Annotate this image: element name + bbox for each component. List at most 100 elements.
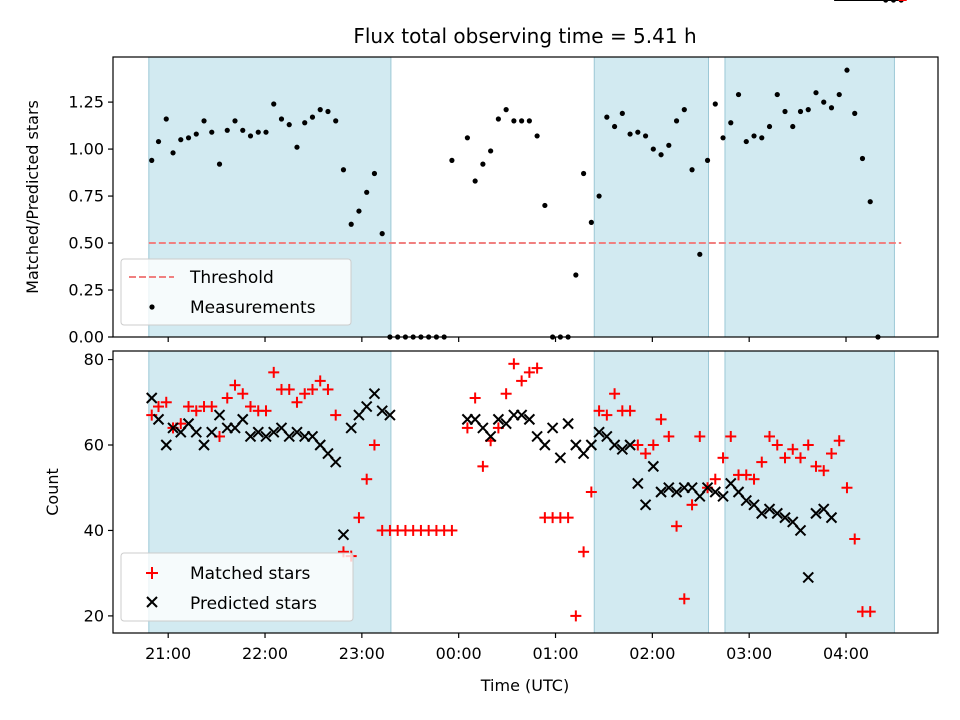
predicted-star-point <box>146 392 158 404</box>
predicted-star-point <box>647 460 660 473</box>
measurement-point <box>821 99 827 105</box>
legend-measurements-label: Measurements <box>190 298 316 318</box>
predicted-star-point <box>260 430 272 443</box>
measurement-points <box>149 0 904 340</box>
predicted-star-point <box>492 413 505 426</box>
matched-star-point <box>825 448 837 460</box>
measurement-point <box>813 90 819 96</box>
matched-star-point <box>461 422 473 434</box>
legend-matched-label: Matched stars <box>190 564 310 584</box>
measurement-point <box>155 138 162 145</box>
matched-star-point <box>678 593 690 605</box>
measurement-point <box>867 199 873 205</box>
matched-star-point <box>469 392 481 404</box>
measurement-point <box>666 142 672 148</box>
predicted-star-point <box>384 409 396 421</box>
matched-star-point <box>314 375 326 387</box>
measurement-point <box>728 120 734 126</box>
matched-star-point <box>818 465 830 477</box>
predicted-star-point <box>330 456 342 468</box>
matched-star-point <box>268 366 280 378</box>
measurement-point <box>782 108 788 115</box>
predicted-star-point <box>802 571 814 584</box>
predicted-star-point <box>616 443 629 455</box>
predicted-star-point <box>152 413 165 426</box>
predicted-star-point <box>709 486 721 498</box>
matched-star-point <box>229 379 241 391</box>
measurement-point <box>797 108 804 115</box>
predicted-star-point <box>523 413 536 426</box>
matched-star-point <box>508 358 520 370</box>
measurement-point <box>472 178 478 184</box>
measurement-point <box>163 116 169 122</box>
y-tick-label: 0.00 <box>68 328 104 347</box>
matched-star-point <box>206 401 218 413</box>
predicted-star-point <box>360 400 373 413</box>
measurement-point <box>302 120 308 126</box>
x-tick-label: 22:00 <box>242 644 288 663</box>
measurement-point <box>844 67 850 73</box>
legend-matched-swatch <box>146 567 158 579</box>
predicted-star-point <box>554 452 567 464</box>
matched-star-point <box>663 430 675 442</box>
measurement-point <box>689 167 695 173</box>
predicted-star-point <box>539 439 551 451</box>
matched-star-point <box>864 606 876 618</box>
matched-star-point <box>756 456 768 468</box>
matched-star-point <box>516 375 528 387</box>
measurement-point <box>650 146 656 152</box>
measurement-point <box>340 167 347 173</box>
measurement-point <box>317 107 323 113</box>
predicted-star-point <box>190 426 202 438</box>
measurement-point <box>619 110 625 116</box>
predicted-star-point <box>237 413 249 426</box>
measurement-point <box>271 101 277 107</box>
measurement-point <box>511 118 517 124</box>
measurement-point <box>294 144 300 150</box>
predicted-star-point <box>283 430 295 443</box>
predicted-star-point <box>345 422 357 434</box>
predicted-star-point <box>160 439 172 451</box>
matched-star-point <box>764 430 776 442</box>
measurement-point <box>596 193 602 199</box>
predicted-star-point <box>252 426 264 438</box>
matched-star-point <box>833 435 845 447</box>
measurement-point <box>193 131 199 137</box>
predicted-star-point <box>198 439 210 451</box>
measurement-point <box>325 108 331 115</box>
predicted-star-point <box>244 430 257 443</box>
predicted-star-point <box>624 439 636 451</box>
y-tick-label: 60 <box>84 436 104 455</box>
matched-star-point <box>190 405 202 417</box>
matched-star-point <box>322 383 334 395</box>
y-tick-label: 40 <box>84 521 104 540</box>
bottom-x-ticks: 21:00 22:00 23:00 00:00 01:00 02:00 03:00 04:00 <box>145 633 869 663</box>
matched-star-point <box>368 439 380 451</box>
matched-star-point <box>841 482 853 494</box>
predicted-star-point <box>655 486 667 498</box>
matched-star-point <box>647 439 659 451</box>
legend-predicted-label: Predicted stars <box>190 594 317 614</box>
measurement-point <box>278 116 285 122</box>
matched-star-point <box>771 439 783 451</box>
top-panel: 0.00 0.25 0.50 0.75 1.00 1.25 Matched/Predict… <box>23 0 939 347</box>
matched-star-point <box>849 533 861 545</box>
matched-star-point <box>795 452 806 464</box>
measurement-point <box>751 133 757 139</box>
matched-star-point <box>585 486 597 498</box>
matched-star-point <box>160 396 172 408</box>
measurement-point <box>348 221 354 227</box>
bottom-axes-frame <box>112 350 939 634</box>
predicted-star-point <box>632 477 644 490</box>
predicted-star-point <box>337 529 350 541</box>
measurement-point <box>185 135 192 141</box>
matched-star-point <box>523 366 535 378</box>
observing-window <box>593 56 710 338</box>
y-tick-label: 1.00 <box>68 140 104 159</box>
measurement-point <box>627 131 633 137</box>
matched-star-point <box>717 452 729 464</box>
predicted-star-point <box>484 430 497 443</box>
predicted-star-point <box>562 417 574 430</box>
x-tick-label: 04:00 <box>823 644 869 663</box>
